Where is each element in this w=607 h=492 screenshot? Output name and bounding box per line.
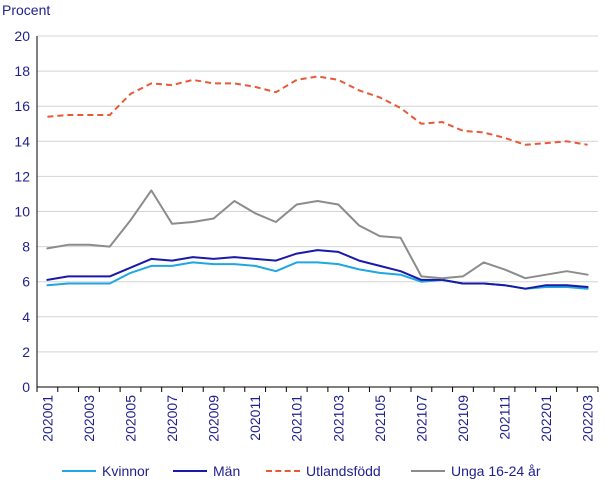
y-tick-label: 12 xyxy=(14,168,30,184)
legend-label: Kvinnor xyxy=(102,463,150,479)
y-tick-label: 20 xyxy=(14,28,30,44)
y-tick-label: 0 xyxy=(22,379,30,395)
x-tick-label: 202001 xyxy=(39,395,55,442)
x-tick-label: 202007 xyxy=(164,395,180,442)
x-tick-label: 202005 xyxy=(123,395,139,442)
y-tick-labels: 0 2 4 6 8 10 12 14 16 18 20 xyxy=(14,28,30,395)
series-line-4 xyxy=(46,189,589,280)
y-tick-label: 14 xyxy=(14,133,30,149)
y-tick-label: 4 xyxy=(22,309,30,325)
legend-label: Unga 16-24 år xyxy=(451,463,541,479)
y-tick-label: 2 xyxy=(22,344,30,360)
x-tick-label: 202101 xyxy=(289,395,305,442)
legend-item: Utlandsfödd xyxy=(266,460,381,482)
x-tick-label: 202009 xyxy=(206,395,222,442)
legend-swatch xyxy=(173,470,207,472)
axes xyxy=(36,36,599,392)
x-tick-label: 202003 xyxy=(81,395,97,442)
y-axis-label: Procent xyxy=(2,2,51,18)
legend-swatch xyxy=(62,470,96,472)
legend-label: Utlandsfödd xyxy=(306,463,381,479)
series-line-2 xyxy=(46,249,589,290)
x-tick-labels: 202001 202003 202005 202007 202009 202011 2021… xyxy=(39,395,595,442)
x-tick-label: 202105 xyxy=(372,395,388,442)
y-tick-label: 18 xyxy=(14,63,30,79)
x-tick-label: 202203 xyxy=(580,395,596,442)
series-line-3 xyxy=(47,75,588,146)
x-tick-label: 202103 xyxy=(330,395,346,442)
series-lines xyxy=(46,75,589,290)
y-tick-label: 6 xyxy=(22,274,30,290)
y-tick-label: 16 xyxy=(14,98,30,114)
legend-swatch xyxy=(266,470,300,472)
x-tick-label: 202111 xyxy=(497,395,513,440)
gridlines xyxy=(37,35,598,353)
x-tick-label: 202011 xyxy=(247,395,263,441)
x-tick-label: 202201 xyxy=(538,395,554,442)
legend-item: Män xyxy=(173,460,240,482)
x-tick-label: 202107 xyxy=(413,395,429,442)
y-tick-label: 10 xyxy=(14,204,30,220)
legend-label: Män xyxy=(213,463,241,479)
legend: Kvinnor Män Utlandsfödd Unga 16-24 år xyxy=(0,460,607,482)
y-tick-label: 8 xyxy=(22,239,30,255)
legend-item: Kvinnor xyxy=(62,460,149,482)
legend-swatch xyxy=(411,470,445,472)
legend-item: Unga 16-24 år xyxy=(411,460,541,482)
x-tick-label: 202109 xyxy=(455,395,471,442)
